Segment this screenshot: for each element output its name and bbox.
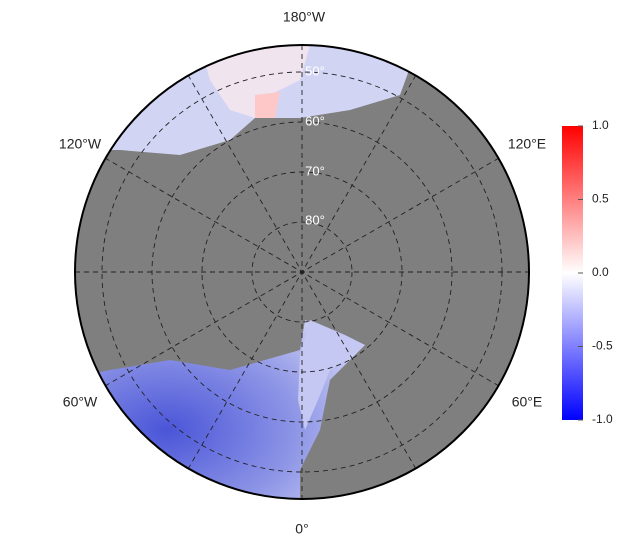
map-disk bbox=[75, 45, 529, 499]
longitude-label: 60°W bbox=[63, 394, 98, 410]
map-border bbox=[74, 44, 530, 500]
pacific-ocean bbox=[200, 45, 310, 118]
longitude-label: 60°E bbox=[512, 394, 543, 410]
colorbar-tick-label: -1.0 bbox=[592, 412, 613, 426]
colorbar-tick-label: 1.0 bbox=[592, 118, 609, 132]
graticule bbox=[75, 45, 529, 499]
latitude-label: 70° bbox=[305, 163, 325, 178]
colorbar-tick-label: 0.0 bbox=[592, 265, 609, 279]
colorbar-tick-label: 0.5 bbox=[592, 192, 609, 206]
latitude-label: 50° bbox=[305, 63, 325, 78]
atlantic-ocean bbox=[298, 320, 365, 430]
latitude-label: 80° bbox=[305, 212, 325, 227]
pacific-ocean bbox=[255, 92, 280, 118]
colorbar bbox=[562, 126, 583, 420]
latitude-label: 60° bbox=[305, 113, 325, 128]
longitude-label: 120°W bbox=[59, 136, 102, 152]
colorbar-tick-label: -0.5 bbox=[592, 339, 613, 353]
longitude-label: 120°E bbox=[508, 136, 546, 152]
longitude-label: 0° bbox=[295, 521, 308, 537]
longitude-label: 180°W bbox=[283, 9, 326, 25]
